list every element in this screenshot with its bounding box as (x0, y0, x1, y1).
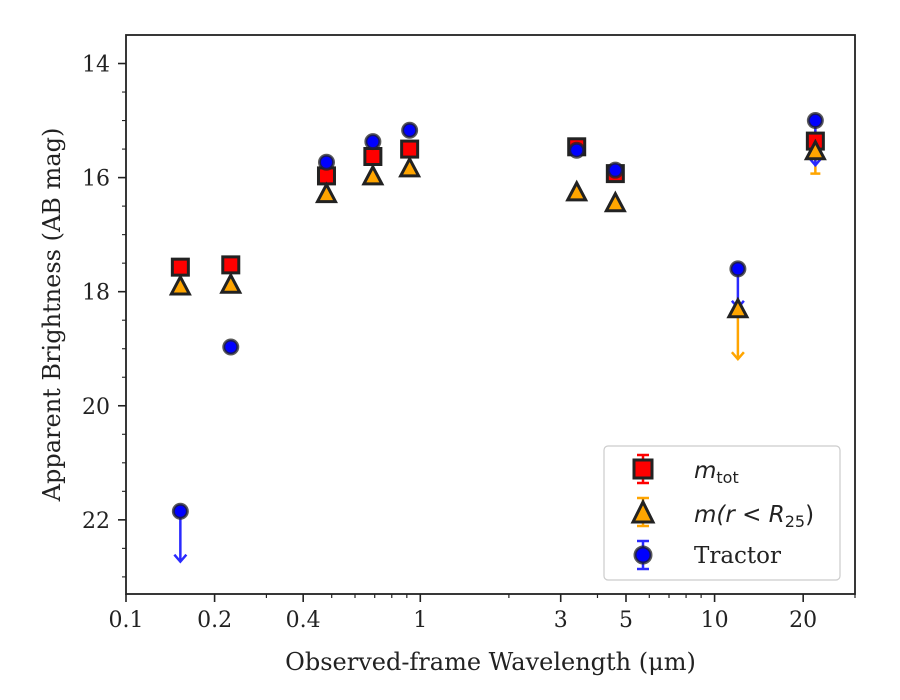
tractor-point (606, 161, 624, 179)
legend-circle-marker (633, 545, 653, 565)
y-axis: 14 16 18 20 22 (82, 53, 126, 578)
legend-label-mtot: mtot (694, 458, 739, 487)
plot-frame (125, 34, 856, 595)
tractor-point (364, 133, 382, 151)
m-r25-point (314, 181, 338, 204)
upper-limit-arrowhead (173, 553, 188, 564)
legend-label-tractor: Tractor (694, 543, 781, 569)
m-r25-point (398, 155, 422, 178)
x-tick-label: 0.2 (197, 608, 232, 633)
legend-label-m-r25: m(r < R25) (694, 502, 814, 531)
tractor-point (568, 141, 586, 159)
mtot-point (400, 139, 420, 159)
m-r25-point (219, 272, 243, 294)
y-tick-label: 22 (82, 509, 110, 534)
mtot-point (221, 255, 241, 275)
legend: mtot m(r < R25) Tractor (603, 445, 841, 581)
data-markers (168, 112, 827, 520)
legend-square-marker (632, 458, 654, 480)
x-tick-label: 1 (413, 608, 427, 633)
tractor-point (317, 153, 335, 171)
x-tick-label: 0.1 (109, 608, 144, 633)
legend-item-m-r25: m(r < R25) (630, 496, 814, 531)
mtot-point (363, 146, 383, 166)
y-axis-label: Apparent Brightness (AB mag) (38, 128, 66, 503)
x-tick-label: 0.4 (286, 608, 321, 633)
legend-frame (603, 445, 841, 581)
tractor-point (401, 121, 419, 139)
upper-limit-arrowhead (808, 157, 823, 168)
tractor-point (222, 338, 240, 356)
x-axis: 0.1 0.2 0.4 1 3 5 10 20 (109, 594, 856, 633)
m-r25-point (726, 296, 750, 319)
mtot-point (170, 257, 190, 277)
legend-item-mtot: mtot (632, 453, 739, 487)
x-tick-label: 5 (619, 608, 633, 633)
x-tick-label: 10 (701, 608, 729, 633)
m-r25-point (803, 138, 827, 161)
legend-triangle-marker (630, 498, 656, 524)
m-r25-point (361, 163, 385, 186)
x-tick-label: 3 (554, 608, 568, 633)
y-tick-label: 16 (82, 167, 110, 192)
x-tick-label: 20 (789, 608, 817, 633)
m-r25-point (565, 179, 589, 202)
upper-limit-arrowhead (730, 351, 745, 362)
y-tick-label: 18 (82, 281, 110, 306)
y-tick-label: 14 (82, 53, 110, 78)
legend-item-tractor: Tractor (633, 539, 781, 571)
tractor-point (729, 260, 747, 278)
m-r25-point (168, 273, 192, 296)
m-r25-point (603, 190, 627, 213)
tractor-point (806, 112, 824, 130)
x-axis-label: Observed-frame Wavelength (μm) (285, 648, 696, 676)
tractor-point (171, 502, 189, 520)
y-tick-label: 20 (82, 395, 110, 420)
